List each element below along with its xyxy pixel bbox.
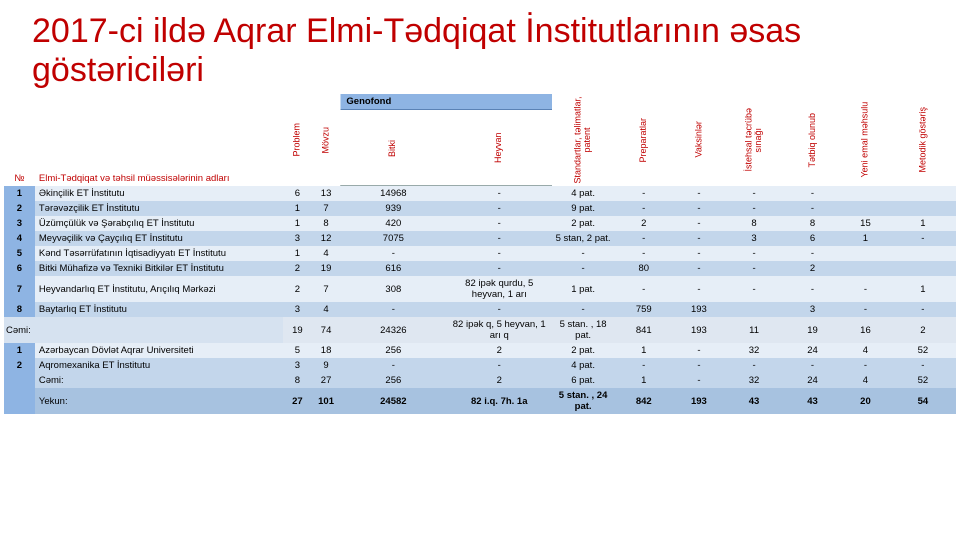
table-container: № Elmi-Tədqiqat və təhsil müəssisələrini…	[0, 94, 960, 414]
table-row: 7Heyvandarlıq ET İnstitutu, Arıçılıq Mər…	[4, 276, 956, 302]
table-row: 2Tərəvəzçilik ET İnstitutu17939-9 pat.--…	[4, 201, 956, 216]
sum-row: Yekun:271012458282 i.q. 7h. 1a5 stan. , …	[4, 388, 956, 414]
col-tat: Tətbiq olunub	[784, 94, 841, 186]
col-yeni: Yeni emal məhsulu	[841, 94, 890, 186]
col-vak: Vaksinlər	[674, 94, 725, 186]
table-row: 5Kənd Təsərrüfatının İqtisadiyyatı ET İn…	[4, 246, 956, 261]
sum-row: Cəmi:82725626 pat.1-3224452	[4, 373, 956, 388]
col-movzu: Mövzu	[312, 94, 341, 186]
col-bitki: Bitki	[340, 110, 446, 186]
page-title: 2017-ci ildə Aqrar Elmi-Tədqiqat İnstitu…	[0, 0, 960, 94]
col-genofond: Genofond	[340, 94, 552, 110]
table-row: 3Üzümçülük və Şərabçılıq ET İnstitutu184…	[4, 216, 956, 231]
table-row: 2Aqromexanika ET İnstitutu39--4 pat.----…	[4, 358, 956, 373]
sum-row: Cəmi:19742432682 ipək q, 5 heyvan, 1 arı…	[4, 317, 956, 343]
col-ist: İstehsal təcrübə sınağı	[724, 94, 784, 186]
table-row: 6Bitki Mühafizə və Texniki Bitkilər ET İ…	[4, 261, 956, 276]
col-prep: Preparatlar	[614, 94, 674, 186]
col-std: Standartlar, təlimatlar, patent	[552, 94, 614, 186]
col-name: Elmi-Tədqiqat və təhsil müəssisələrinin …	[35, 94, 283, 186]
table-row: 1Əkinçilik ET İnstitutu61314968-4 pat.--…	[4, 186, 956, 202]
col-heyvan: Heyvan	[446, 110, 552, 186]
col-problem: Problem	[283, 94, 312, 186]
data-table: № Elmi-Tədqiqat və təhsil müəssisələrini…	[4, 94, 956, 414]
col-num: №	[4, 94, 35, 186]
col-met: Metodik göstəriş	[890, 94, 956, 186]
table-row: 4Meyvəçilik və Çayçılıq ET İnstitutu3127…	[4, 231, 956, 246]
table-row: 1Azərbaycan Dövlət Aqrar Universiteti518…	[4, 343, 956, 358]
table-row: 8Baytarlıq ET İnstitutu34---7591933--	[4, 302, 956, 317]
